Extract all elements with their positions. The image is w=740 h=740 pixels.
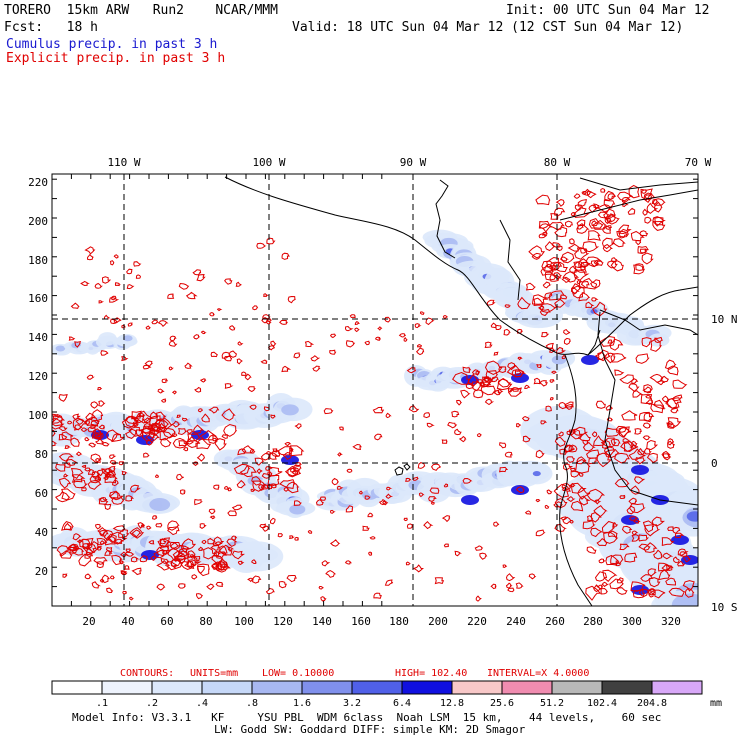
contours-high: HIGH= 102.40 — [395, 668, 467, 679]
x-tick-label: 180 — [389, 615, 409, 628]
forecast-hour: Fcst: 18 h — [4, 20, 98, 35]
lon-label: 100 W — [252, 156, 285, 169]
y-tick-label: 80 — [35, 448, 48, 461]
latlon-grid — [52, 174, 698, 606]
colorbar-label: 51.2 — [540, 698, 564, 709]
coastlines — [224, 176, 698, 606]
x-tick-label: 20 — [82, 615, 95, 628]
y-tick-label: 200 — [28, 215, 48, 228]
init-time: Init: 00 UTC Sun 04 Mar 12 — [506, 3, 710, 18]
colorbar-swatch — [151, 680, 203, 695]
y-tick-label: 40 — [35, 526, 48, 539]
lon-label: 70 W — [685, 156, 712, 169]
colorbar-label: .1 — [96, 698, 108, 709]
explicit-legend: Explicit precip. in past 3 h — [6, 51, 226, 66]
model-info: Model Info: V3.3.1 KF YSU PBL WDM 6class… — [72, 711, 662, 724]
colorbar-swatch — [451, 680, 503, 695]
x-tick-label: 200 — [428, 615, 448, 628]
colorbar-swatch — [651, 680, 703, 695]
precip-colorbar — [51, 680, 703, 695]
x-tick-label: 60 — [160, 615, 173, 628]
contours-interval: INTERVAL=X 4.0000 — [487, 668, 589, 679]
colorbar-label: 102.4 — [587, 698, 617, 709]
y-tick-label: 220 — [28, 176, 48, 189]
colorbar-label: .4 — [196, 698, 208, 709]
x-tick-label: 120 — [273, 615, 293, 628]
x-tick-label: 80 — [199, 615, 212, 628]
colorbar-swatch — [551, 680, 603, 695]
colorbar-label: 3.2 — [343, 698, 361, 709]
x-tick-label: 100 — [234, 615, 254, 628]
contours-label: CONTOURS: — [120, 668, 174, 679]
lat-label: 10 N — [711, 313, 738, 326]
colorbar-label: 1.6 — [293, 698, 311, 709]
lon-label: 110 W — [107, 156, 140, 169]
colorbar-unit: mm — [710, 698, 722, 709]
y-tick-label: 180 — [28, 254, 48, 267]
contours-units: UNITS=mm — [190, 668, 238, 679]
lat-label: 0 — [711, 457, 718, 470]
physics-info: LW: Godd SW: Goddard DIFF: simple KM: 2D… — [214, 723, 526, 736]
x-tick-label: 160 — [351, 615, 371, 628]
colorbar-label: 12.8 — [440, 698, 464, 709]
y-tick-label: 120 — [28, 370, 48, 383]
cumulus-legend: Cumulus precip. in past 3 h — [6, 37, 218, 52]
colorbar-swatch — [251, 680, 303, 695]
y-tick-label: 160 — [28, 292, 48, 305]
model-title: TORERO 15km ARW Run2 NCAR/MMM — [4, 3, 278, 18]
colorbar-swatch — [401, 680, 453, 695]
x-tick-label: 260 — [545, 615, 565, 628]
colorbar-swatch — [601, 680, 653, 695]
y-tick-label: 100 — [28, 409, 48, 422]
colorbar-swatch — [51, 680, 103, 695]
colorbar-swatch — [101, 680, 153, 695]
colorbar-swatch — [301, 680, 353, 695]
map-frame — [51, 173, 699, 607]
colorbar-label: 6.4 — [393, 698, 411, 709]
axis-ticks — [52, 174, 698, 606]
x-tick-label: 280 — [583, 615, 603, 628]
x-tick-label: 320 — [661, 615, 681, 628]
x-tick-label: 300 — [622, 615, 642, 628]
colorbar-swatch — [501, 680, 553, 695]
y-tick-label: 60 — [35, 487, 48, 500]
contours-low: LOW= 0.10000 — [262, 668, 334, 679]
colorbar-label: .8 — [246, 698, 258, 709]
y-tick-label: 140 — [28, 331, 48, 344]
lon-label: 80 W — [544, 156, 571, 169]
x-tick-label: 220 — [467, 615, 487, 628]
colorbar-label: 204.8 — [637, 698, 667, 709]
colorbar-label: .2 — [146, 698, 158, 709]
lon-label: 90 W — [400, 156, 427, 169]
lat-label: 10 S — [711, 601, 738, 614]
valid-time: Valid: 18 UTC Sun 04 Mar 12 (12 CST Sun … — [292, 20, 684, 35]
x-tick-label: 40 — [121, 615, 134, 628]
x-tick-label: 240 — [506, 615, 526, 628]
colorbar-swatch — [351, 680, 403, 695]
x-tick-label: 140 — [312, 615, 332, 628]
y-tick-label: 20 — [35, 565, 48, 578]
colorbar-swatch — [201, 680, 253, 695]
colorbar-label: 25.6 — [490, 698, 514, 709]
